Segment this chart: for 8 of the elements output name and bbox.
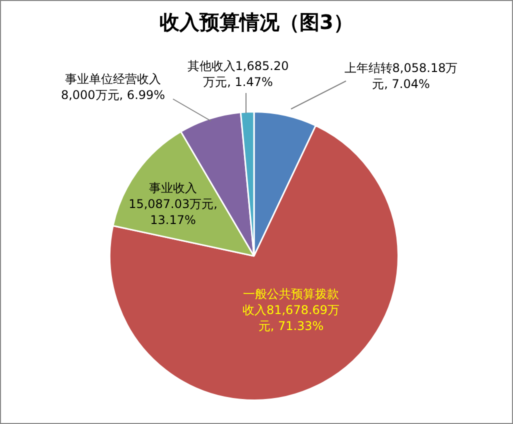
slice-label: 上年结转8,058.18万元, 7.04%	[344, 61, 458, 92]
slice-label: 一般公共预算拨款收入81,678.69万元, 71.33%	[242, 287, 340, 334]
data-label: 15,087.03万元, 13.17%	[128, 197, 218, 228]
chart-title: 收入预算情况（图3）	[158, 9, 354, 36]
data-label: 8,000万元, 6.99%	[60, 88, 166, 102]
slice-label: 事业单位经营收入	[65, 72, 161, 86]
slice-label: 事业收入	[149, 181, 197, 196]
slice-label: 其他收入1,685.20万元, 1.47%	[187, 59, 289, 90]
